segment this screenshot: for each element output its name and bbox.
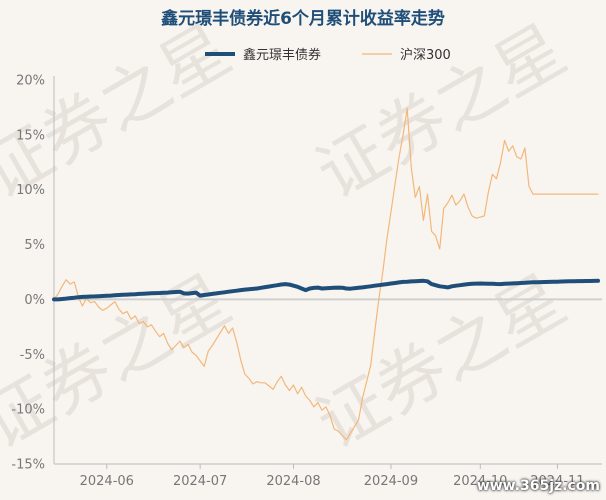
- chart-title: 鑫元璟丰债券近6个月累计收益率走势: [160, 8, 445, 29]
- y-tick-label: -10%: [11, 403, 45, 418]
- legend-label: 沪深300: [400, 47, 451, 63]
- x-tick-label: 2024-08: [266, 474, 320, 489]
- y-tick-label: 15%: [16, 128, 45, 143]
- y-tick-label: 5%: [24, 238, 45, 253]
- x-tick-label: 2024-10: [453, 474, 507, 489]
- y-tick-label: -5%: [20, 348, 45, 363]
- footer-watermark: www.365jz.com: [476, 478, 600, 494]
- y-tick-label: 10%: [16, 183, 45, 198]
- y-tick-label: 20%: [16, 74, 45, 89]
- legend: 鑫元璟丰债券 沪深300: [205, 47, 451, 63]
- y-tick-label: -15%: [11, 458, 45, 473]
- x-tick-label: 2024-11: [530, 474, 584, 489]
- x-tick-label: 2024-07: [173, 474, 227, 489]
- y-tick-label: 0%: [24, 293, 45, 308]
- series-line-index: [53, 107, 599, 441]
- x-tick-label: 2024-06: [80, 474, 134, 489]
- series-layer: [52, 107, 600, 441]
- legend-label: 鑫元璟丰债券: [243, 47, 321, 63]
- x-axis: 2024-06 2024-07 2024-08 2024-09 2024-10 2024-…: [54, 463, 602, 489]
- x-tick-label: 2024-09: [364, 474, 418, 489]
- watermark-text: 证券之星: [304, 260, 579, 464]
- watermark-text: 证券之星: [304, 10, 579, 214]
- series-line-fund: [52, 278, 600, 302]
- y-axis: 20% 15% 10% 5% 0% -5% -10% -15%: [11, 74, 55, 473]
